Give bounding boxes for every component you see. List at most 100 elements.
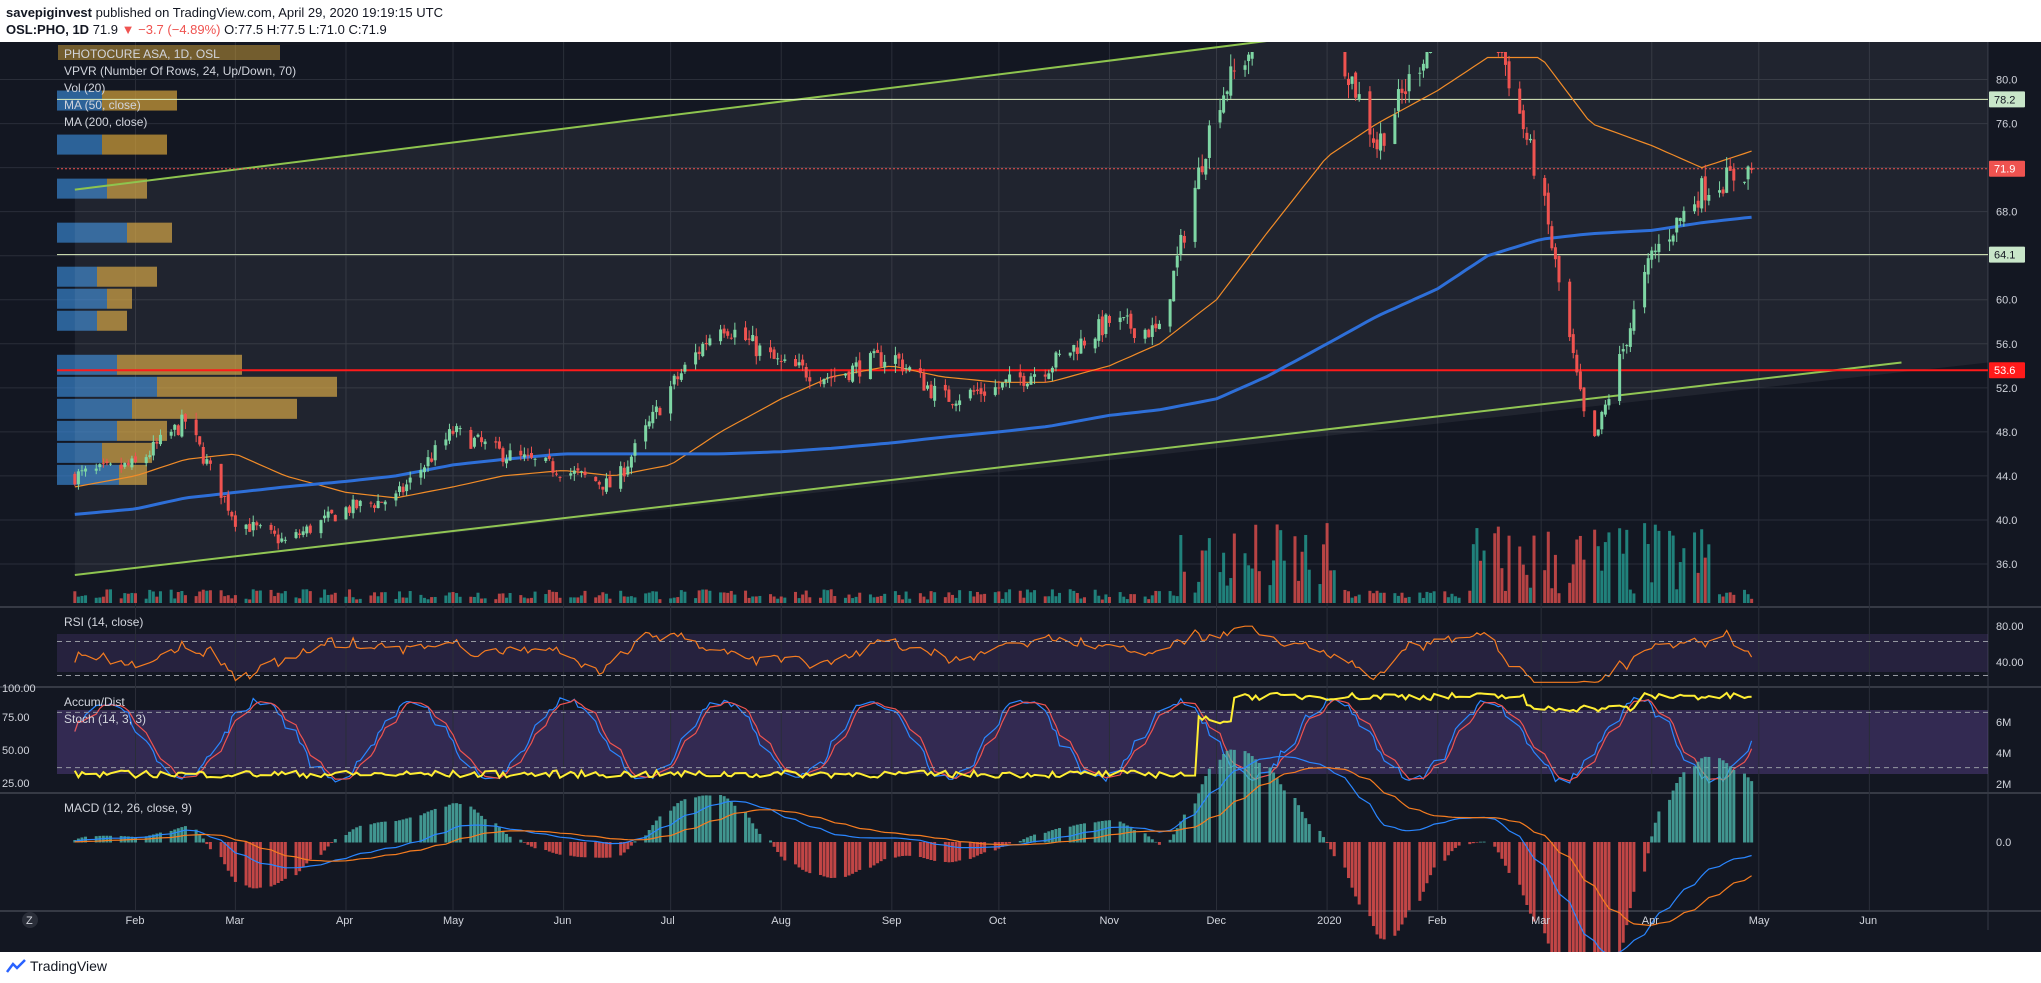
volume-bar	[519, 595, 523, 603]
channel-lower-line[interactable]	[74, 361, 1902, 576]
candle-body	[451, 430, 455, 434]
macd-histogram-bar	[1479, 841, 1482, 843]
macd-histogram-bar	[330, 842, 334, 843]
price-tag-53-6[interactable]	[1989, 362, 2025, 379]
candle-body	[901, 359, 905, 372]
chart-canvas[interactable]: 80.076.072.068.064.060.056.052.048.044.0…	[0, 42, 2041, 952]
macd-histogram-bar	[901, 842, 905, 856]
price-tag-71-9[interactable]	[1989, 160, 2025, 177]
volume-bar	[1582, 559, 1586, 603]
candle-body	[1379, 133, 1383, 151]
macd-histogram-bar	[1393, 842, 1397, 936]
candle-body	[858, 360, 862, 377]
candle-body	[444, 439, 448, 446]
candle-body	[194, 419, 198, 436]
candle-body	[505, 459, 509, 464]
volume-bar	[1429, 592, 1433, 603]
volume-bar	[1404, 597, 1408, 603]
candle-body	[205, 459, 209, 464]
macd-histogram-bar	[1421, 842, 1425, 892]
volume-bar	[301, 589, 305, 603]
publisher-name[interactable]: savepiginvest	[6, 5, 92, 20]
macd-histogram-bar	[1132, 830, 1136, 843]
channel-fill	[74, 42, 1988, 575]
macd-histogram-bar	[569, 842, 573, 856]
volume-bar	[480, 598, 484, 603]
macd-histogram-bar	[1475, 842, 1479, 843]
macd-histogram-bar	[1528, 842, 1532, 914]
accum-dist-line	[73, 691, 1752, 780]
candle-body	[804, 366, 808, 378]
candle-body	[408, 477, 412, 483]
zoom-reset-button[interactable]	[22, 912, 38, 928]
accum-tick-label: 2M	[1996, 779, 2011, 791]
candle-body	[1746, 166, 1750, 180]
macd-histogram-bar	[383, 821, 387, 843]
candle-body	[1147, 329, 1151, 338]
time-tick-label: Aug	[771, 915, 791, 927]
candle-body	[1371, 138, 1375, 143]
macd-histogram-bar	[654, 820, 658, 843]
time-tick-label: Oct	[989, 915, 1006, 927]
volume-bar	[1632, 593, 1636, 603]
macd-histogram-bar	[1721, 760, 1725, 843]
volume-bar	[1218, 572, 1222, 603]
candle-body	[1082, 340, 1086, 346]
channel-upper-line[interactable]	[74, 42, 1488, 191]
candle-body	[1404, 91, 1408, 95]
macd-histogram-bar	[1325, 842, 1329, 844]
candle-body	[633, 443, 637, 456]
rsi-band	[57, 634, 1988, 672]
volume-bar	[1546, 531, 1550, 603]
price-tag-64-1[interactable]	[1989, 246, 2025, 263]
candle-body	[975, 389, 979, 391]
volume-bar	[926, 599, 930, 603]
candle-body	[594, 476, 598, 482]
candle-body	[405, 484, 409, 492]
accum-tick-label: 6M	[1996, 717, 2011, 729]
candle-body	[1750, 168, 1754, 170]
macd-histogram-bar	[1229, 749, 1233, 843]
macd-histogram-bar	[708, 795, 712, 843]
macd-histogram-bar	[1268, 767, 1272, 843]
candle-body	[1725, 167, 1729, 193]
macd-histogram-bar	[1446, 842, 1450, 856]
price-tag-78-2[interactable]	[1989, 91, 2025, 108]
volume-bar	[1625, 529, 1629, 603]
vpvr-up-bar	[57, 464, 119, 485]
macd-histogram-bar	[1093, 822, 1097, 843]
time-tick-label: Apr	[1642, 915, 1659, 927]
candle-body	[972, 390, 976, 392]
brand-label[interactable]: TradingView	[30, 958, 108, 974]
time-tick-label: May	[1749, 915, 1770, 927]
volume-bar	[1279, 530, 1283, 603]
publish-line: savepiginvest published on TradingView.c…	[6, 4, 2035, 21]
volume-bar	[851, 598, 855, 603]
volume-bar	[1382, 592, 1386, 603]
volume-bar	[572, 597, 576, 603]
candle-body	[1093, 338, 1097, 349]
candle-body	[1743, 181, 1747, 183]
volume-bar	[669, 598, 673, 603]
candle-body	[198, 436, 202, 445]
volume-bar	[633, 597, 637, 603]
macd-histogram-bar	[1232, 749, 1236, 843]
volume-bar	[1172, 595, 1176, 603]
macd-histogram-bar	[1593, 842, 1597, 952]
macd-histogram-bar	[808, 842, 812, 874]
candle-body	[98, 464, 102, 468]
candle-body	[794, 358, 798, 367]
candle-body	[1172, 270, 1176, 302]
volume-bar	[408, 591, 412, 603]
candle-body	[1400, 88, 1404, 93]
volume-bar	[133, 593, 137, 603]
macd-histogram-bar	[1518, 842, 1522, 885]
volume-bar	[405, 597, 409, 603]
macd-histogram-bar	[854, 842, 858, 872]
macd-histogram-bar	[1350, 842, 1354, 888]
legend-vpvr: VPVR (Number Of Rows, 24, Up/Down, 70)	[64, 64, 296, 78]
macd-histogram-bar	[1075, 824, 1079, 843]
candle-body	[180, 414, 184, 437]
volume-bar	[579, 595, 583, 603]
candle-body	[230, 511, 234, 517]
